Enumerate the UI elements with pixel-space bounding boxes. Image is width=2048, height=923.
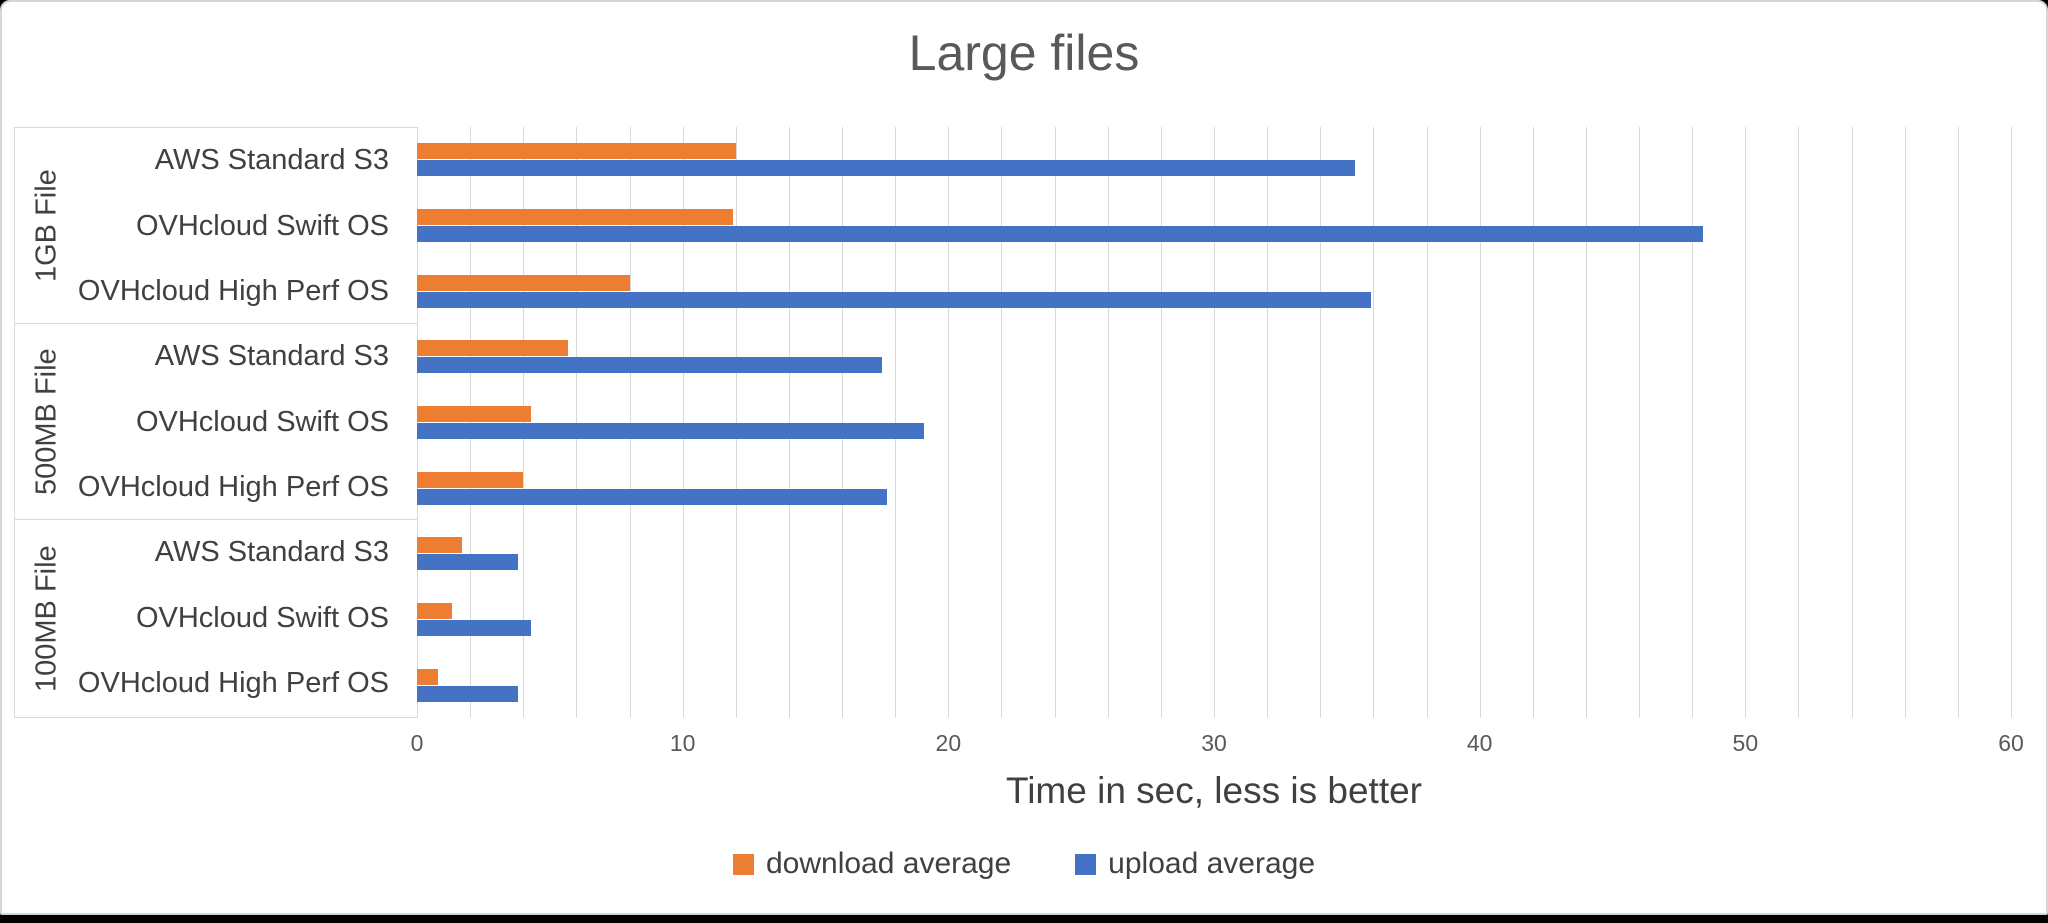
legend-label-upload: upload average bbox=[1108, 847, 1316, 880]
category-label: OVHcloud Swift OS bbox=[135, 405, 389, 438]
gridline bbox=[1639, 127, 1641, 718]
gridline bbox=[1745, 127, 1747, 718]
gridline bbox=[1851, 127, 1853, 718]
x-tick-label: 10 bbox=[669, 730, 696, 756]
x-axis-title: Time in sec, less is better bbox=[1005, 770, 1423, 811]
download-bar bbox=[417, 209, 734, 225]
download-bar bbox=[417, 406, 532, 422]
gridline bbox=[523, 127, 525, 718]
gridline bbox=[417, 127, 418, 718]
gridline bbox=[1320, 127, 1322, 718]
download-legend-swatch-icon bbox=[732, 853, 754, 875]
gridline bbox=[842, 127, 844, 718]
category-label: OVHcloud Swift OS bbox=[135, 209, 389, 242]
gridline bbox=[1585, 127, 1587, 718]
gridline bbox=[1904, 127, 1906, 718]
x-tick-label: 50 bbox=[1732, 730, 1759, 756]
upload-bar bbox=[417, 554, 518, 571]
gridline bbox=[1479, 127, 1481, 718]
legend-entry-download: download average bbox=[732, 847, 1012, 881]
gridline bbox=[1214, 127, 1215, 718]
upload-bar bbox=[417, 357, 882, 374]
download-bar bbox=[417, 143, 736, 160]
gridline bbox=[1798, 127, 1800, 718]
category-label: OVHcloud High Perf OS bbox=[77, 471, 389, 504]
gridline bbox=[629, 127, 631, 718]
x-axis: 0 10 20 30 40 50 60 bbox=[411, 730, 2024, 760]
category-label: OVHcloud Swift OS bbox=[135, 601, 389, 634]
category-label: AWS Standard S3 bbox=[154, 536, 389, 568]
gridline bbox=[735, 127, 737, 718]
gridline bbox=[1532, 127, 1534, 718]
legend: download average upload average bbox=[2, 847, 2046, 881]
category-group: 1GB File AWS Standard S3 OVHcloud Swift OS… bbox=[15, 128, 417, 324]
upload-legend-swatch-icon bbox=[1075, 853, 1097, 875]
gridline bbox=[1426, 127, 1428, 718]
gridline bbox=[2011, 127, 2012, 718]
chart-title: Large files bbox=[908, 25, 1140, 81]
x-tick-label: 0 bbox=[410, 730, 424, 756]
category-label: AWS Standard S3 bbox=[154, 144, 389, 176]
upload-bar bbox=[417, 488, 888, 505]
download-bar bbox=[417, 668, 439, 685]
x-tick-label: 30 bbox=[1201, 730, 1227, 756]
x-tick-label: 40 bbox=[1466, 730, 1493, 756]
category-group: 500MB File AWS Standard S3 OVHcloud Swift … bbox=[15, 324, 417, 520]
upload-bar bbox=[417, 226, 1703, 242]
legend-label-download: download average bbox=[765, 847, 1012, 880]
category-label: OVHcloud High Perf OS bbox=[77, 275, 389, 308]
upload-bar bbox=[417, 620, 532, 636]
upload-bar bbox=[417, 291, 1371, 308]
legend-entry-upload: upload average bbox=[1075, 847, 1315, 881]
gridline bbox=[682, 127, 684, 718]
category-group: 100MB File AWS Standard S3 OVHcloud Swift … bbox=[15, 520, 417, 717]
upload-bar bbox=[417, 423, 925, 439]
gridline bbox=[1957, 127, 1959, 718]
plot-area bbox=[417, 127, 2012, 718]
x-tick-label: 20 bbox=[935, 730, 962, 756]
gridline bbox=[1373, 127, 1375, 718]
gridline bbox=[1054, 127, 1056, 718]
gridline bbox=[1692, 127, 1694, 718]
gridline bbox=[788, 127, 790, 718]
category-label: AWS Standard S3 bbox=[154, 340, 389, 372]
upload-bar bbox=[417, 160, 1355, 177]
gridline bbox=[1107, 127, 1109, 718]
download-bar bbox=[417, 274, 630, 291]
download-bar bbox=[417, 471, 524, 488]
gridline bbox=[576, 127, 578, 718]
gridline bbox=[948, 127, 950, 718]
category-label: OVHcloud High Perf OS bbox=[77, 667, 389, 700]
download-bar bbox=[417, 603, 452, 619]
bars-layer bbox=[417, 127, 2011, 718]
x-tick-label: 60 bbox=[1998, 730, 2024, 756]
upload-bar bbox=[417, 685, 518, 702]
gridline bbox=[895, 127, 897, 718]
gridline bbox=[1001, 127, 1003, 718]
gridline bbox=[470, 127, 472, 718]
download-bar bbox=[417, 340, 569, 357]
download-bar bbox=[417, 537, 463, 554]
gridline bbox=[1267, 127, 1269, 718]
gridline bbox=[1160, 127, 1162, 718]
category-axis: 1GB File AWS Standard S3 OVHcloud Swift OS… bbox=[14, 127, 417, 718]
